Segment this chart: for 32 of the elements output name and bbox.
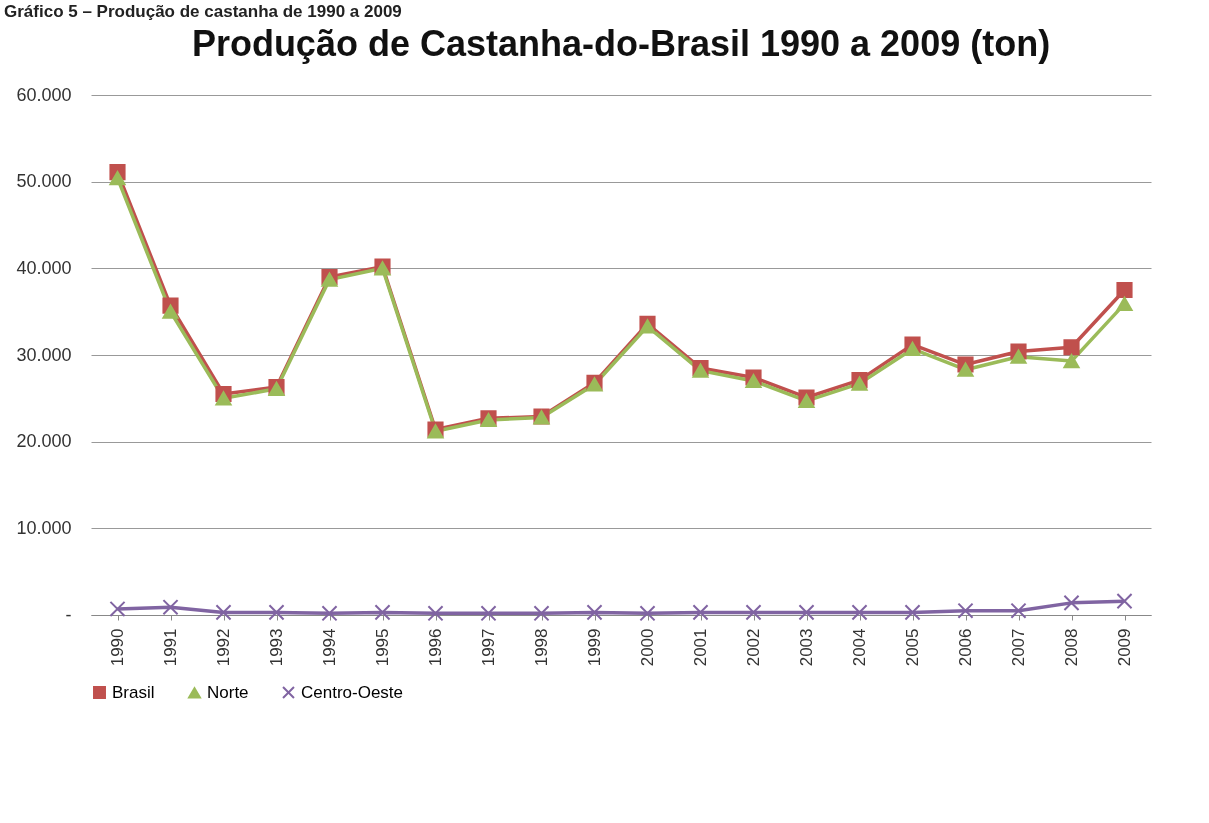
x-tick-label: 2000	[638, 628, 657, 667]
y-tick-label: 60.000	[16, 84, 72, 105]
x-tick-label: 2005	[903, 628, 922, 667]
x-tick-label: 1994	[320, 628, 339, 667]
y-tick-label: -	[65, 604, 72, 625]
y-tick-label: 50.000	[16, 171, 72, 192]
x-tick-label: 1990	[108, 628, 127, 667]
x-tick-label: 2007	[1009, 628, 1028, 667]
x-tick-label: 2001	[691, 628, 710, 667]
x-tick-label: 2008	[1062, 628, 1081, 667]
y-tick-label: 40.000	[16, 257, 72, 278]
x-tick-label: 1991	[161, 628, 180, 667]
y-tick-label: 30.000	[16, 344, 72, 365]
y-tick-label: 10.000	[16, 517, 72, 538]
legend-label: Centro-Oeste	[301, 682, 404, 702]
x-tick-label: 1992	[214, 628, 233, 667]
x-tick-label: 2003	[797, 628, 816, 667]
x-tick-label: 2002	[744, 628, 763, 667]
x-tick-label: 1996	[426, 628, 445, 667]
text: Gráfico 5 – Produção de castanha de 1990 a 2009	[4, 2, 403, 22]
x-tick-label: 1999	[585, 628, 604, 667]
x-tick-label: 1997	[479, 628, 498, 667]
x-tick-label: 2004	[850, 628, 869, 667]
x-tick-label: 2006	[956, 628, 975, 667]
x-tick-label: 1993	[267, 628, 286, 667]
legend-label: Brasil	[112, 682, 155, 702]
legend-label: Norte	[207, 682, 249, 702]
x-tick-label: 2009	[1115, 628, 1134, 667]
x-tick-label: 1995	[373, 628, 392, 667]
chart-title: Produção de Castanha-do-Brasil 1990 a 2009 (ton)	[191, 23, 1051, 64]
y-tick-label: 20.000	[16, 431, 72, 452]
x-tick-label: 1998	[532, 628, 551, 667]
